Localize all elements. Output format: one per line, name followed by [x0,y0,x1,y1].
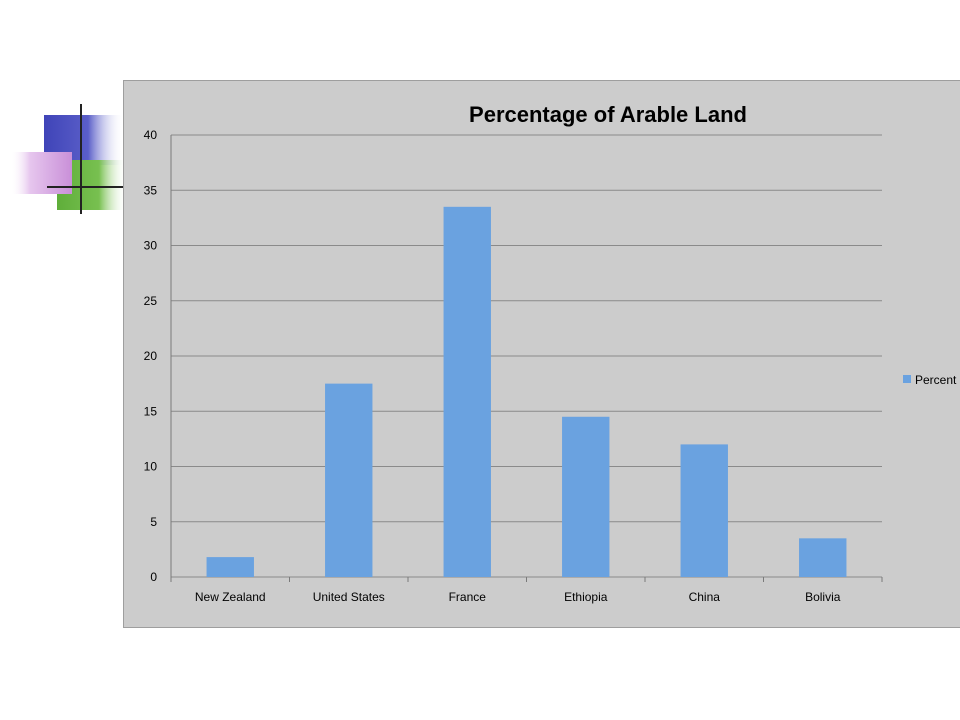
y-tick-label: 40 [144,128,158,142]
bar [206,557,254,577]
y-tick-label: 30 [144,239,158,253]
y-tick-label: 25 [144,294,158,308]
legend-label: Percent [915,373,957,387]
y-tick-label: 0 [150,570,157,584]
legend-swatch [903,375,911,383]
bar [443,206,491,577]
bar-chart: Percentage of Arable Land 0 5 10 15 20 25 30 35… [144,102,957,604]
y-tick-label: 5 [150,515,157,529]
gridlines [171,134,882,578]
legend: Percent [903,373,957,387]
x-tick-label: Ethiopia [564,590,608,604]
x-tick-label: United States [313,590,385,604]
chart-title: Percentage of Arable Land [469,102,747,127]
x-tick-label: China [689,590,721,604]
y-tick-label: 35 [144,183,158,197]
bars [206,206,847,577]
bar [325,383,373,577]
x-tick-label: France [449,590,487,604]
chart-area: Percentage of Arable Land 0 5 10 15 20 25 30 35… [123,80,960,628]
x-tick-label: Bolivia [805,590,841,604]
x-tick-label: New Zealand [195,590,266,604]
bar [680,444,728,577]
y-tick-label: 10 [144,460,158,474]
bar [799,538,847,577]
axes: 0 5 10 15 20 25 30 35 40 New Zealand United States… [144,128,883,604]
y-tick-label: 20 [144,349,158,363]
y-tick-label: 15 [144,404,158,418]
bar [562,416,610,577]
slide-corner-ornament [12,104,127,214]
